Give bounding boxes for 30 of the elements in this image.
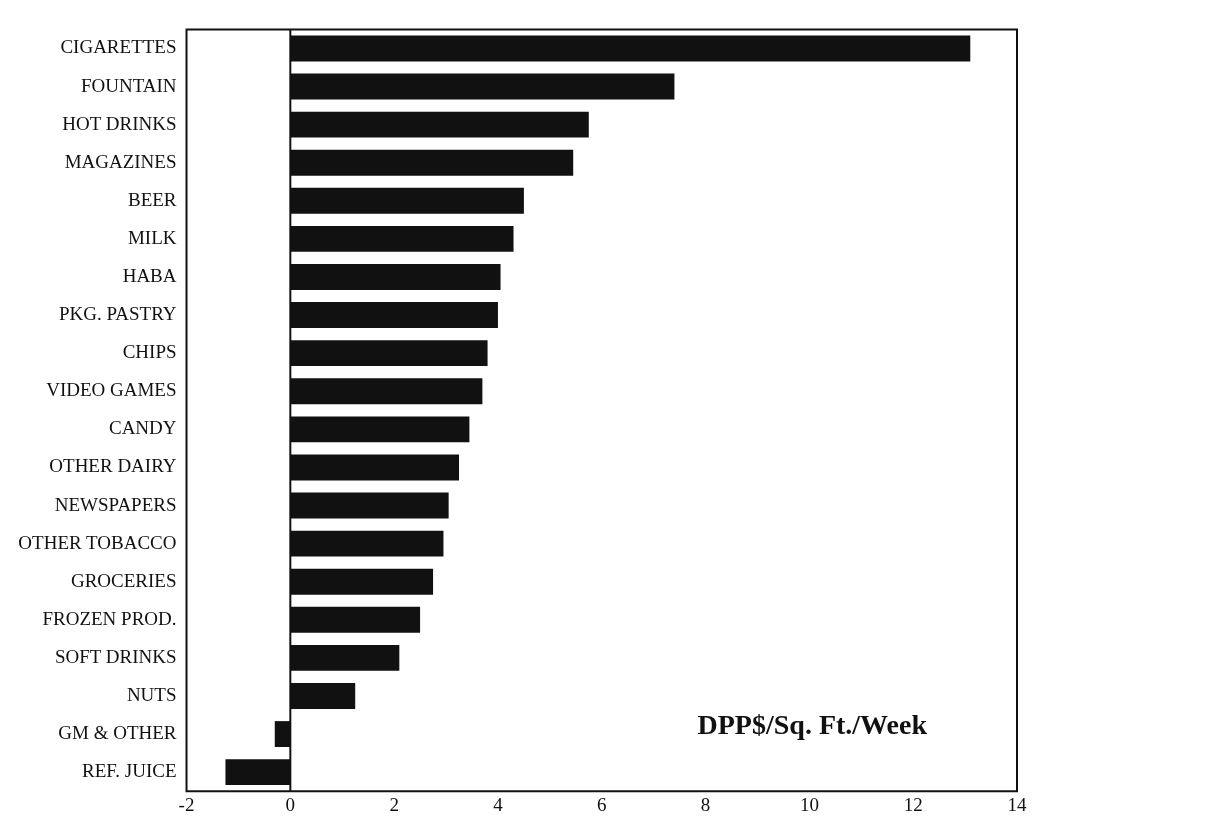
y-tick-label: NUTS	[126, 683, 177, 705]
y-tick-label: HABA	[122, 264, 177, 286]
x-tick-label: -2	[178, 793, 195, 815]
y-tick-label: PKG. PASTRY	[58, 303, 177, 325]
y-tick-label: OTHER DAIRY	[49, 455, 177, 477]
x-tick-label: 2	[389, 793, 399, 815]
x-tick-label: 12	[903, 793, 923, 815]
y-tick-label: REF. JUICE	[81, 760, 177, 782]
y-tick-label: MILK	[127, 226, 177, 248]
y-tick-label: FOUNTAIN	[80, 74, 177, 96]
y-tick-label: GROCERIES	[70, 569, 177, 591]
annotation: DPP$/Sq. Ft./Week	[697, 709, 928, 741]
x-tick-label: 0	[285, 793, 296, 815]
y-tick-label: GM & OTHER	[58, 722, 177, 744]
y-tick-label: MAGAZINES	[64, 150, 177, 172]
x-tick-label: 6	[597, 793, 607, 815]
y-tick-label: HOT DRINKS	[62, 112, 177, 134]
x-tick-label: 10	[799, 793, 819, 815]
x-tick-label: 8	[700, 793, 711, 815]
y-tick-label: BEER	[127, 188, 177, 210]
y-tick-label: CHIPS	[122, 341, 177, 363]
y-tick-label: SOFT DRINKS	[54, 645, 177, 667]
y-tick-label: OTHER TOBACCO	[18, 531, 177, 553]
y-tick-label: FROZEN PROD.	[42, 607, 177, 629]
y-tick-label: CANDY	[108, 417, 177, 439]
y-tick-label: VIDEO GAMES	[46, 379, 177, 401]
x-tick-label: 14	[1007, 793, 1027, 815]
x-tick-label: 4	[493, 793, 504, 815]
y-tick-label: NEWSPAPERS	[54, 493, 177, 515]
y-tick-label: CIGARETTES	[60, 36, 177, 58]
